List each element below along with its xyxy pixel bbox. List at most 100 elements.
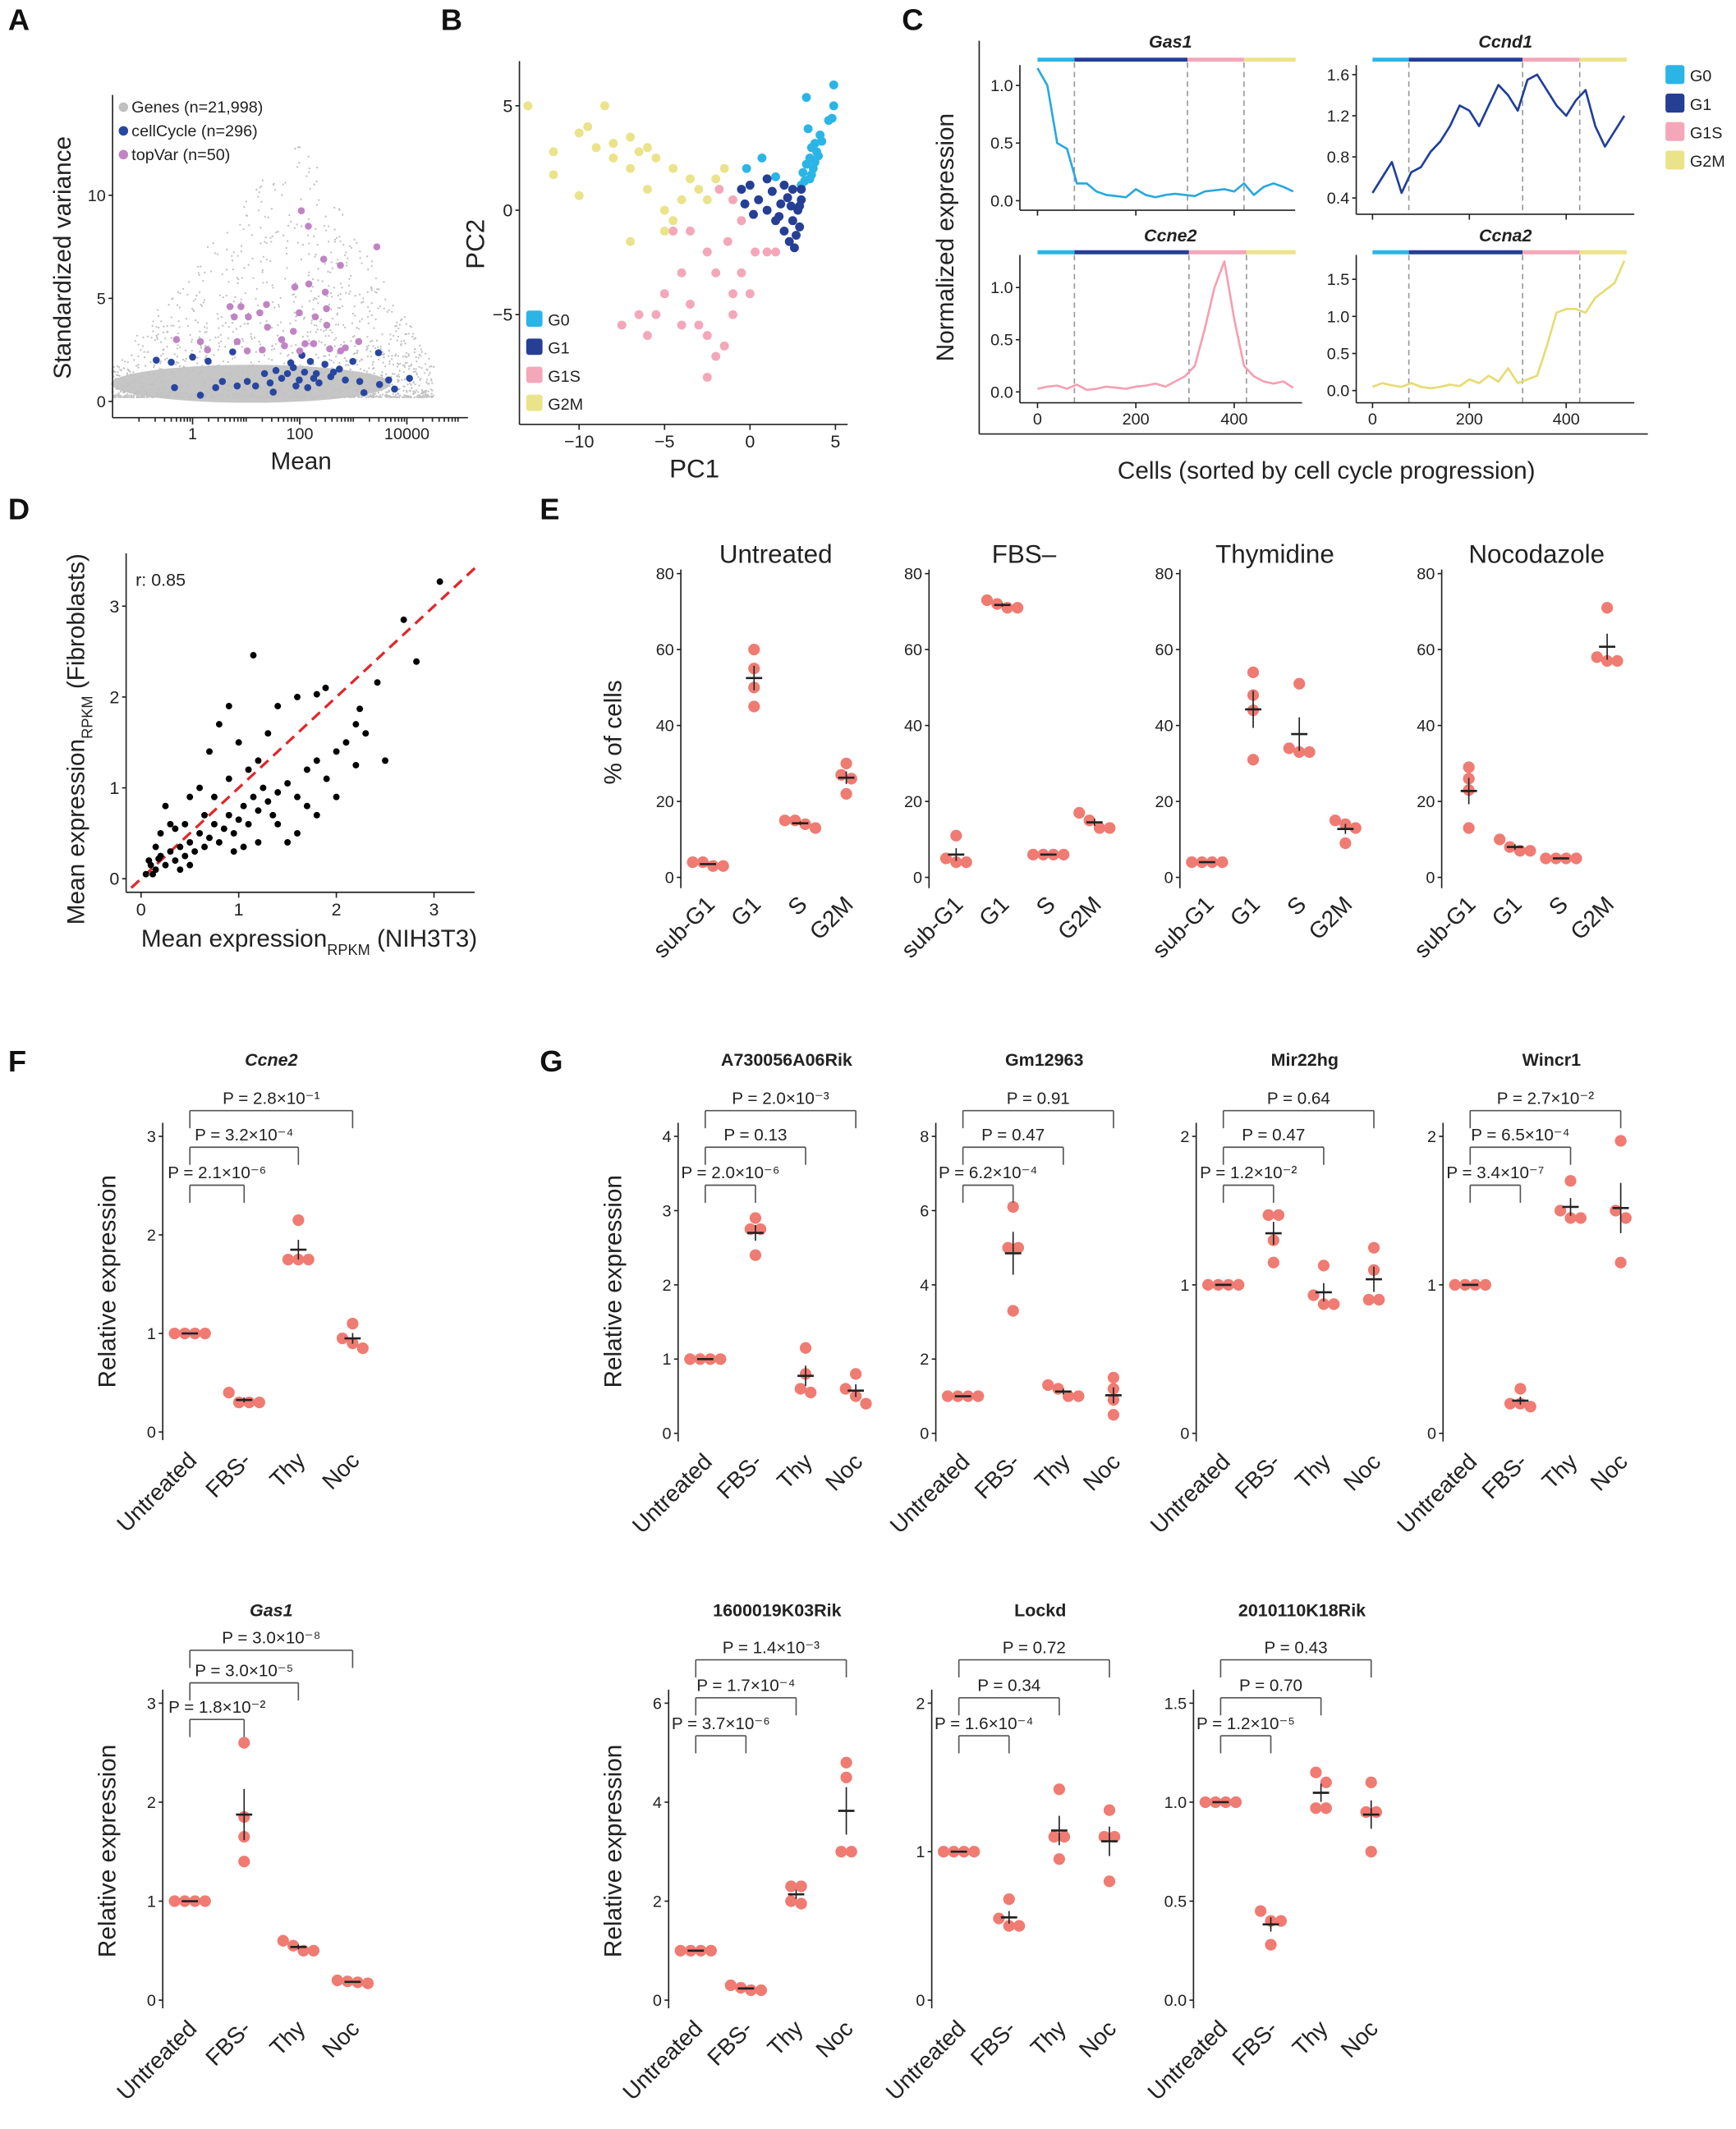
gene-point bbox=[367, 322, 370, 324]
relative-expression-point bbox=[1229, 1796, 1242, 1809]
gene-point bbox=[210, 396, 213, 398]
gene-point bbox=[356, 327, 358, 329]
gene-point bbox=[202, 376, 204, 379]
gene-point bbox=[231, 259, 234, 262]
x-tick-label: 2 bbox=[332, 900, 342, 920]
y-tick-label: 2 bbox=[916, 1695, 925, 1713]
gene-point bbox=[428, 396, 430, 398]
cell-fraction-point bbox=[1524, 845, 1536, 857]
gene-point bbox=[331, 331, 333, 334]
gene-point bbox=[420, 355, 422, 357]
gene-point bbox=[268, 396, 270, 398]
gene-point bbox=[264, 394, 267, 397]
gene-point bbox=[375, 339, 379, 342]
gene-point bbox=[228, 377, 231, 379]
gene-point bbox=[259, 260, 262, 263]
relative-expression-point bbox=[282, 1253, 295, 1266]
gene-point bbox=[425, 368, 428, 370]
gene-point bbox=[217, 394, 219, 397]
pc-point-g2m bbox=[711, 174, 721, 184]
cellcycle-point bbox=[287, 359, 295, 367]
gene-point bbox=[167, 820, 174, 828]
gene-point bbox=[137, 355, 140, 358]
correlation-label: r: 0.85 bbox=[135, 570, 186, 590]
gene-point bbox=[420, 396, 423, 399]
relative-expression-point bbox=[941, 1390, 954, 1402]
gene-point bbox=[241, 337, 244, 340]
gene-point bbox=[282, 234, 285, 236]
gene-point bbox=[132, 394, 135, 397]
gene-point bbox=[117, 392, 120, 395]
pc-point-g1s bbox=[711, 351, 721, 361]
cell-fraction-point bbox=[1058, 848, 1070, 860]
gene-point bbox=[250, 392, 254, 395]
gene-point bbox=[331, 367, 333, 369]
gene-point bbox=[131, 391, 134, 394]
gene-point bbox=[301, 335, 305, 338]
gene-point bbox=[237, 278, 240, 281]
gene-point bbox=[370, 383, 372, 386]
gene-point bbox=[227, 360, 230, 364]
gene-point bbox=[121, 389, 123, 392]
gene-point bbox=[266, 396, 269, 398]
gene-point bbox=[255, 396, 258, 399]
gene-point bbox=[239, 223, 241, 226]
gene-point bbox=[414, 370, 416, 373]
gene-point bbox=[296, 166, 299, 168]
gene-point bbox=[225, 381, 227, 384]
p-value-label: P = 1.6×10⁻⁴ bbox=[935, 1714, 1033, 1733]
gene-point bbox=[135, 391, 139, 394]
y-tick-label: 4 bbox=[663, 1128, 672, 1146]
gene-point bbox=[429, 388, 432, 391]
y-tick-label: 0 bbox=[503, 201, 512, 221]
gene-point bbox=[366, 315, 370, 319]
gene-point bbox=[337, 323, 340, 326]
gene-point bbox=[177, 395, 179, 397]
gene-point bbox=[310, 392, 313, 395]
cell-fraction-point bbox=[1611, 654, 1623, 668]
gene-point bbox=[290, 345, 292, 347]
gene-point bbox=[259, 396, 261, 399]
gene-point bbox=[327, 383, 330, 386]
pc-point-g2m bbox=[574, 190, 584, 200]
gene-point bbox=[231, 321, 234, 324]
legend-swatch bbox=[1665, 93, 1685, 113]
relative-expression-point bbox=[307, 1944, 320, 1957]
gene-point bbox=[410, 363, 413, 366]
gene-point bbox=[134, 393, 136, 396]
gene-point bbox=[381, 333, 383, 336]
gene-point bbox=[324, 385, 327, 388]
gene-point bbox=[220, 386, 223, 388]
cell-fraction-point bbox=[840, 757, 852, 769]
gene-point bbox=[320, 318, 323, 321]
gene-point bbox=[299, 146, 301, 149]
gene-point bbox=[203, 326, 206, 328]
gene-point bbox=[127, 396, 130, 398]
gene-point bbox=[380, 376, 383, 379]
gene-point bbox=[419, 344, 421, 346]
gene-point bbox=[142, 870, 149, 878]
cell-fraction-point bbox=[960, 856, 972, 869]
relative-expression-point bbox=[1107, 1409, 1120, 1421]
gene-point bbox=[237, 375, 241, 378]
gene-point bbox=[119, 369, 122, 371]
gene-point bbox=[163, 385, 166, 388]
gene-point bbox=[321, 393, 324, 397]
cellcycle-point bbox=[168, 358, 175, 366]
pc-point-g1s bbox=[617, 320, 627, 330]
gene-point bbox=[416, 394, 420, 397]
gene-point bbox=[393, 373, 396, 375]
y-axis-title: PC2 bbox=[462, 219, 490, 269]
gene-point bbox=[293, 391, 296, 393]
gene-point bbox=[160, 375, 163, 379]
cell-fraction-point bbox=[1601, 602, 1614, 614]
gene-point bbox=[132, 392, 135, 395]
gene-point bbox=[197, 373, 200, 375]
gene-point bbox=[348, 245, 351, 248]
gene-point bbox=[214, 336, 217, 339]
gene-point bbox=[278, 392, 281, 394]
gene-point bbox=[176, 356, 178, 358]
gene-point bbox=[158, 368, 162, 370]
gene-point bbox=[351, 382, 354, 385]
